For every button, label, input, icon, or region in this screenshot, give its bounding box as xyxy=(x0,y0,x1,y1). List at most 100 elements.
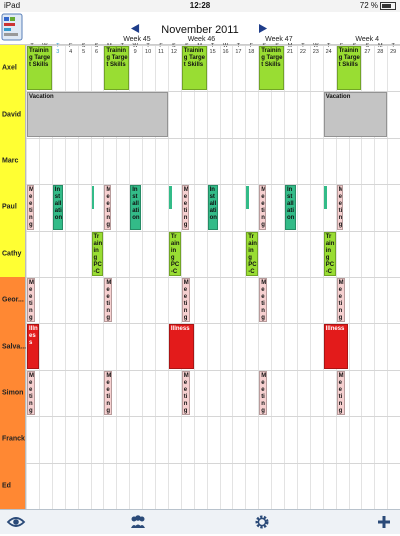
person-name: Geor... xyxy=(2,296,24,304)
next-month-button[interactable] xyxy=(259,24,268,36)
app-logo-icon[interactable] xyxy=(1,13,23,41)
event-block[interactable] xyxy=(323,186,327,210)
day-letter: M xyxy=(287,43,293,49)
person-label[interactable]: Axel xyxy=(0,45,26,92)
day-number[interactable]: 9 xyxy=(133,49,137,55)
day-letter: T xyxy=(327,43,331,49)
event-block[interactable]: Training Target Skills xyxy=(181,46,207,91)
event-block[interactable]: Meeting xyxy=(181,278,190,323)
day-letter: F xyxy=(249,43,253,49)
day-number[interactable]: 29 xyxy=(390,49,397,55)
day-number[interactable]: 5 xyxy=(82,49,86,55)
day-number[interactable]: 21 xyxy=(286,49,294,55)
event-block[interactable]: Meeting xyxy=(259,185,266,230)
event-block[interactable]: Meeting xyxy=(181,370,190,416)
event-block[interactable]: Training Target Skills xyxy=(27,46,52,91)
person-label[interactable]: Cathy xyxy=(0,230,26,277)
day-letter: T xyxy=(391,43,395,49)
event-block[interactable]: Installation xyxy=(207,185,219,230)
event-block[interactable]: Training PC-Comp xyxy=(91,231,104,276)
person-name: Ed xyxy=(2,482,11,490)
day-number[interactable]: 22 xyxy=(299,49,306,55)
event-block[interactable]: Training PC-Comp xyxy=(246,231,259,276)
event-block[interactable]: Meeting xyxy=(181,185,189,230)
event-block[interactable]: Meeting xyxy=(104,185,112,230)
day-number[interactable]: 3 xyxy=(56,49,60,55)
event-block[interactable] xyxy=(91,186,95,210)
event-block[interactable]: Training Target Skills xyxy=(336,46,362,91)
event-block[interactable]: Meeting xyxy=(336,185,344,230)
day-letter: F xyxy=(69,43,73,49)
bottom-toolbar xyxy=(0,509,400,534)
person-name: Salva... xyxy=(2,343,27,351)
event-block[interactable]: Installation xyxy=(285,185,296,230)
previous-month-button[interactable] xyxy=(131,24,140,36)
day-letter: W xyxy=(222,43,229,49)
person-name: Franck xyxy=(2,435,25,443)
schedule-grid[interactable]: Axel David Marc Paul Cathy Geor... Salva... Sim… xyxy=(0,45,400,509)
event-block[interactable]: Illness xyxy=(168,324,194,369)
day-number[interactable]: 16 xyxy=(222,49,229,55)
day-number[interactable]: 4 xyxy=(69,49,73,55)
settings-button[interactable] xyxy=(252,513,272,531)
person-label[interactable]: Franck xyxy=(0,416,26,463)
event-block[interactable]: Illness xyxy=(27,324,39,369)
day-letter: W xyxy=(132,43,138,49)
add-event-button[interactable] xyxy=(374,513,394,531)
person-label[interactable]: Salva... xyxy=(0,323,27,370)
event-block[interactable]: Vacation xyxy=(27,92,168,137)
event-block[interactable]: Meeting xyxy=(104,278,113,323)
person-label[interactable]: Paul xyxy=(0,184,26,231)
view-button[interactable] xyxy=(6,513,26,531)
day-number[interactable]: 10 xyxy=(145,49,152,55)
event-block[interactable]: Training PC-Comp xyxy=(168,231,181,276)
event-block[interactable]: Meeting xyxy=(27,370,36,416)
event-block[interactable]: Installation xyxy=(130,185,141,230)
event-block[interactable]: Meeting xyxy=(259,370,268,416)
month-title: November 2011 xyxy=(161,24,239,36)
person-name: David xyxy=(2,111,22,119)
event-block[interactable]: Training PC-Comp xyxy=(323,231,336,276)
day-number[interactable]: 27 xyxy=(364,49,371,55)
day-number[interactable]: 11 xyxy=(158,49,164,55)
day-number[interactable]: 17 xyxy=(235,49,242,55)
row-divider xyxy=(0,369,400,371)
person-label[interactable]: Ed xyxy=(0,462,26,509)
device-label: iPad xyxy=(4,1,21,10)
event-block[interactable]: Meeting xyxy=(104,370,113,416)
event-block[interactable]: Meeting xyxy=(27,185,34,230)
event-block[interactable]: Meeting xyxy=(259,278,268,323)
event-block[interactable]: Training Target Skills xyxy=(259,46,284,91)
day-number[interactable]: 28 xyxy=(377,49,384,55)
people-icon xyxy=(131,515,145,528)
event-block[interactable]: Illness xyxy=(323,324,349,369)
day-letter: T xyxy=(56,43,60,49)
clock: 12:28 xyxy=(189,1,211,10)
event-block[interactable] xyxy=(168,186,172,210)
day-number[interactable]: 12 xyxy=(170,49,177,55)
person-label[interactable]: Simon xyxy=(0,369,26,417)
event-block[interactable]: Training Target Skills xyxy=(104,46,130,91)
week-label: Week 46 xyxy=(187,36,216,43)
people-button[interactable] xyxy=(128,513,148,531)
triangle-right-icon xyxy=(259,24,268,33)
person-label[interactable]: Marc xyxy=(0,137,26,185)
person-label[interactable]: David xyxy=(0,91,26,138)
day-number[interactable]: 6 xyxy=(94,49,99,55)
event-block[interactable]: Meeting xyxy=(27,278,36,323)
person-label[interactable]: Geor... xyxy=(0,277,26,324)
day-number[interactable]: 23 xyxy=(312,49,319,55)
event-block[interactable] xyxy=(246,186,250,210)
battery-icon xyxy=(380,1,396,10)
battery-percent: 72 % xyxy=(359,1,378,10)
day-letter: W xyxy=(313,43,319,49)
day-letter: M xyxy=(378,43,383,49)
event-block[interactable]: Meeting xyxy=(336,370,345,416)
day-number[interactable]: 15 xyxy=(209,49,216,55)
week-label: Week 45 xyxy=(123,36,151,43)
event-block[interactable]: Meeting xyxy=(336,278,345,323)
day-number[interactable]: 24 xyxy=(325,49,332,55)
event-block[interactable]: Installation xyxy=(52,185,64,230)
event-block[interactable]: Vacation xyxy=(323,92,388,137)
day-number[interactable]: 18 xyxy=(248,49,255,55)
